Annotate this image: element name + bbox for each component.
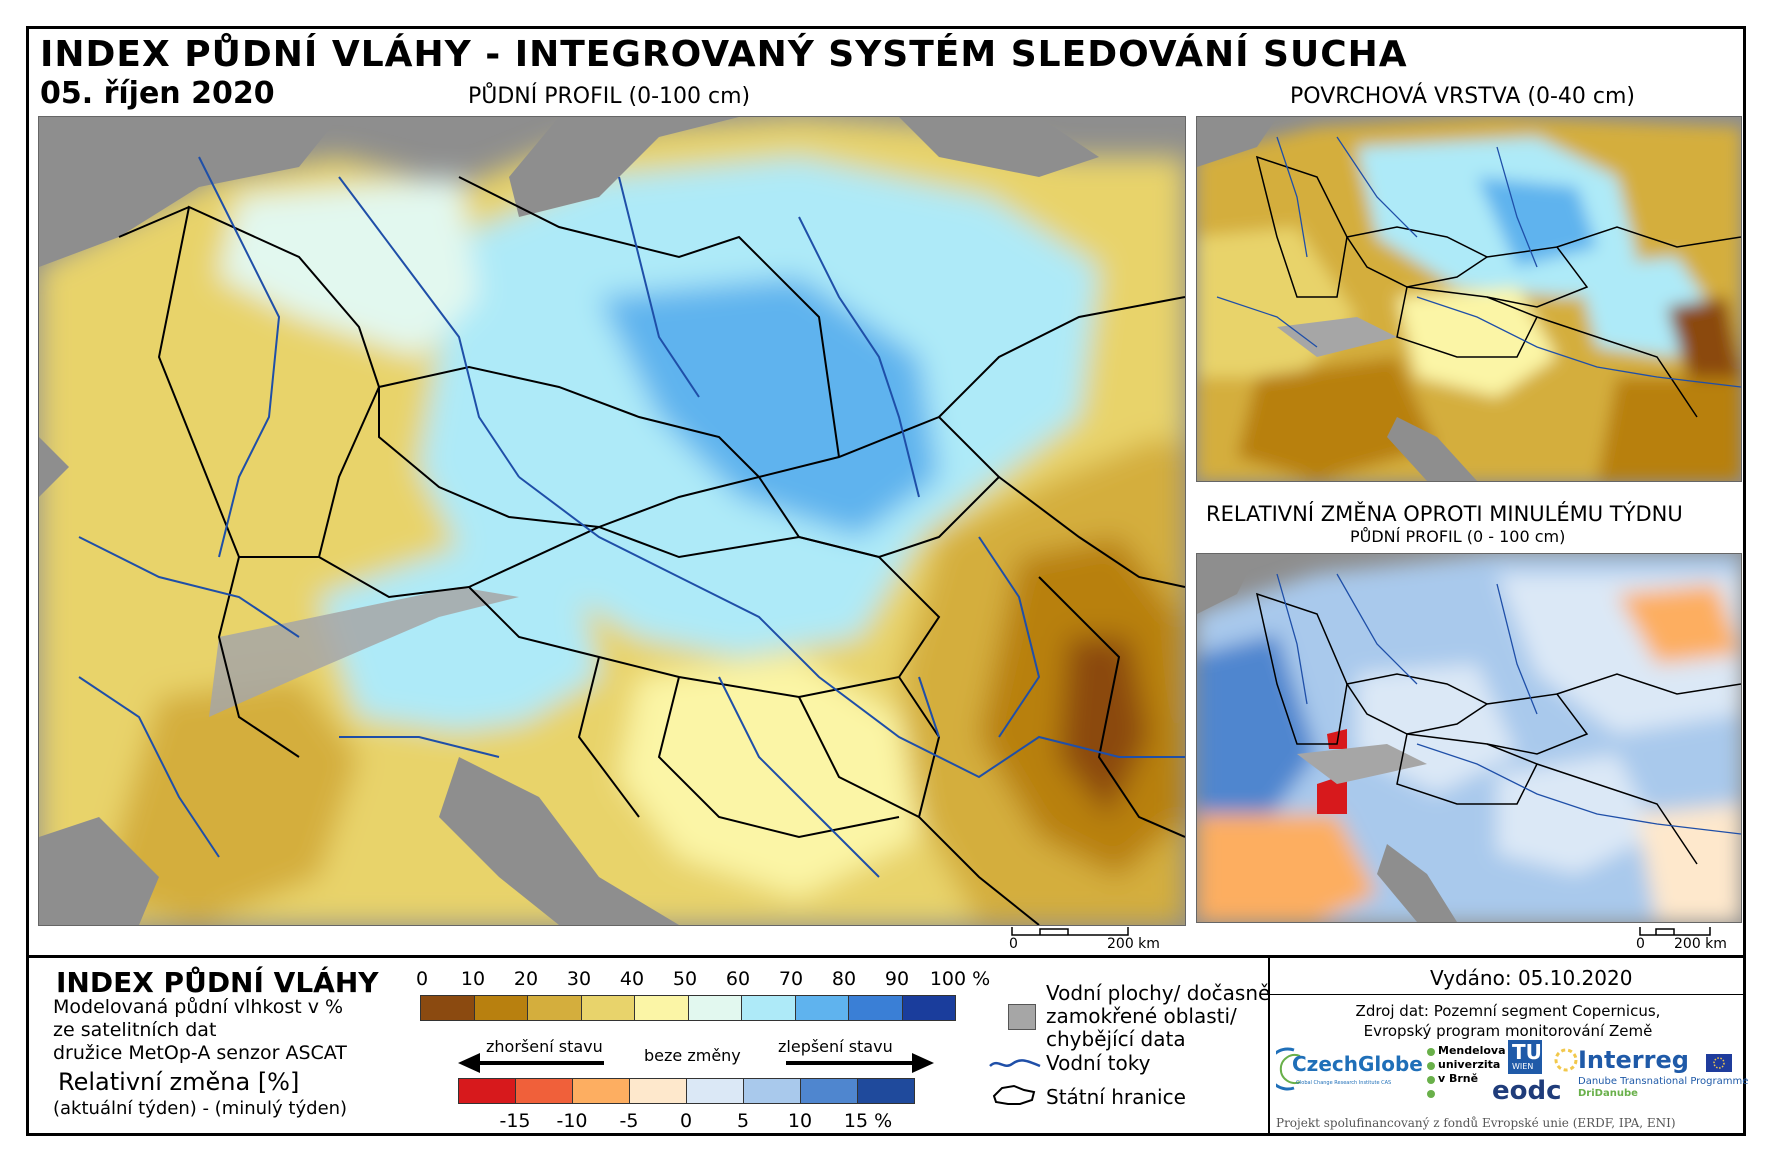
source-line-2: Evropský program monitorování Země [1363, 1022, 1653, 1040]
legend-heading: INDEX PŮDNÍ VLÁHY [56, 966, 379, 999]
interreg-sub-1: Danube Transnational Programme [1578, 1076, 1749, 1087]
key-rivers: Vodní toky [1046, 1051, 1151, 1075]
legend-desc-3: družice MetOp-A senzor ASCAT [53, 1042, 347, 1064]
issued-divider [1270, 994, 1746, 995]
moisture-swatch [634, 995, 689, 1021]
mendel-logo: Mendelova univerzita v Brně [1424, 1044, 1506, 1100]
change-tick: 0 [679, 1110, 693, 1132]
eodc-logo: eodc [1492, 1076, 1562, 1106]
water-key-swatch [1008, 1004, 1036, 1030]
surface-layer-map [1196, 116, 1742, 482]
mendel-line-3: v Brně [1438, 1072, 1479, 1085]
arrow-none-label: beze změny [644, 1046, 741, 1065]
moisture-swatch [527, 995, 582, 1021]
mendel-line-1: Mendelova [1438, 1044, 1506, 1057]
arrow-worse-label: zhoršení stavu [486, 1037, 603, 1056]
change-tick: -10 [556, 1110, 588, 1132]
river-key-icon [988, 1054, 1042, 1074]
moisture-tick: 60 [725, 968, 751, 990]
key-borders: Státní hranice [1046, 1085, 1186, 1109]
change-map-subtitle: PŮDNÍ PROFIL (0 - 100 cm) [1350, 527, 1566, 546]
change-swatch [629, 1078, 687, 1104]
change-map-title: RELATIVNÍ ZMĚNA OPROTI MINULÉMU TÝDNU [1206, 502, 1683, 526]
change-swatch [686, 1078, 744, 1104]
interreg-text: Interreg [1578, 1046, 1689, 1074]
moisture-tick: 0 [415, 968, 429, 990]
main-soil-moisture-map [38, 116, 1186, 926]
moisture-swatch [473, 995, 528, 1021]
moisture-swatch [741, 995, 796, 1021]
moisture-tick: 50 [672, 968, 698, 990]
issued-date: Vydáno: 05.10.2020 [1430, 966, 1633, 990]
moisture-swatch [687, 995, 742, 1021]
project-note: Projekt spolufinancovaný z fondů Evropsk… [1276, 1116, 1676, 1130]
key-water-1: Vodní plochy/ dočasně [1046, 981, 1271, 1005]
moisture-ticks: 0 10 20 30 40 50 60 70 80 90 100 % [416, 968, 990, 992]
main-map-title: PŮDNÍ PROFIL (0-100 cm) [468, 84, 751, 109]
legend-divider [26, 955, 1746, 958]
czechglobe-logo: CzechGlobe Global Change Research Instit… [1266, 1044, 1423, 1094]
moisture-tick: 90 [884, 968, 910, 990]
info-divider [1268, 955, 1270, 1136]
legend-desc-1: Modelovaná půdní vlhkost v % [53, 996, 344, 1018]
moisture-swatch [580, 995, 635, 1021]
key-water-3: chybějící data [1046, 1027, 1186, 1051]
moisture-color-bar [420, 995, 956, 1021]
change-tick: 10 [787, 1110, 813, 1132]
czechglobe-text: CzechGlobe [1292, 1052, 1423, 1076]
legend-desc-2: ze satelitních dat [53, 1019, 217, 1041]
border-key-icon [990, 1082, 1038, 1108]
change-tick: -15 [499, 1110, 531, 1132]
change-swatch [800, 1078, 858, 1104]
change-swatch [572, 1078, 630, 1104]
main-scale-bar [1010, 924, 1130, 938]
change-scale-bar [1638, 924, 1712, 938]
moisture-tick: 10 [460, 968, 486, 990]
change-scale-label: 200 km [1674, 936, 1727, 952]
date-label: 05. říjen 2020 [40, 76, 275, 111]
moisture-tick: 70 [778, 968, 804, 990]
surface-map-title: POVRCHOVÁ VRSTVA (0-40 cm) [1290, 84, 1635, 109]
change-color-bar [458, 1078, 915, 1104]
change-scale-zero: 0 [1636, 936, 1645, 952]
change-tick: 5 [736, 1110, 750, 1132]
moisture-tick: 80 [831, 968, 857, 990]
change-tick: 15 % [843, 1110, 893, 1132]
moisture-tick: 40 [619, 968, 645, 990]
eu-flag-icon [1706, 1054, 1732, 1072]
moisture-tick: 100 % [929, 968, 991, 990]
czechglobe-sub: Global Change Research Institute CAS [1296, 1080, 1392, 1086]
mendel-line-2: univerzita [1438, 1058, 1501, 1071]
arrow-better-label: zlepšení stavu [778, 1037, 893, 1056]
change-arrows [456, 1050, 936, 1076]
page-title: INDEX PŮDNÍ VLÁHY - INTEGROVANÝ SYSTÉM S… [40, 34, 1408, 75]
change-swatch [743, 1078, 801, 1104]
moisture-swatch [901, 995, 956, 1021]
main-scale-label: 200 km [1107, 936, 1160, 952]
rel-heading: Relativní změna [%] [58, 1068, 300, 1096]
moisture-tick: 20 [513, 968, 539, 990]
moisture-tick: 30 [566, 968, 592, 990]
interreg-logo: Interreg Danube Transnational Programme … [1548, 1044, 1748, 1104]
source-line-1: Zdroj dat: Pozemní segment Copernicus, [1355, 1002, 1661, 1020]
main-scale-zero: 0 [1009, 936, 1018, 952]
rel-desc: (aktuální týden) - (minulý týden) [53, 1098, 348, 1119]
change-swatch [458, 1078, 516, 1104]
change-swatch [515, 1078, 573, 1104]
relative-change-map [1196, 553, 1742, 923]
tu-text: TU [1512, 1040, 1542, 1064]
tu-wien-logo: TU WIEN [1508, 1040, 1542, 1074]
moisture-swatch [420, 995, 475, 1021]
change-swatch [857, 1078, 915, 1104]
key-water-2: zamokřené oblasti/ [1046, 1004, 1237, 1028]
interreg-sub-2: DriDanube [1578, 1088, 1638, 1099]
tu-sub: WIEN [1512, 1062, 1534, 1071]
moisture-swatch [794, 995, 849, 1021]
change-ticks: -15 -10 -5 0 5 10 15 % [458, 1110, 918, 1134]
moisture-swatch [848, 995, 903, 1021]
change-tick: -5 [619, 1110, 639, 1132]
